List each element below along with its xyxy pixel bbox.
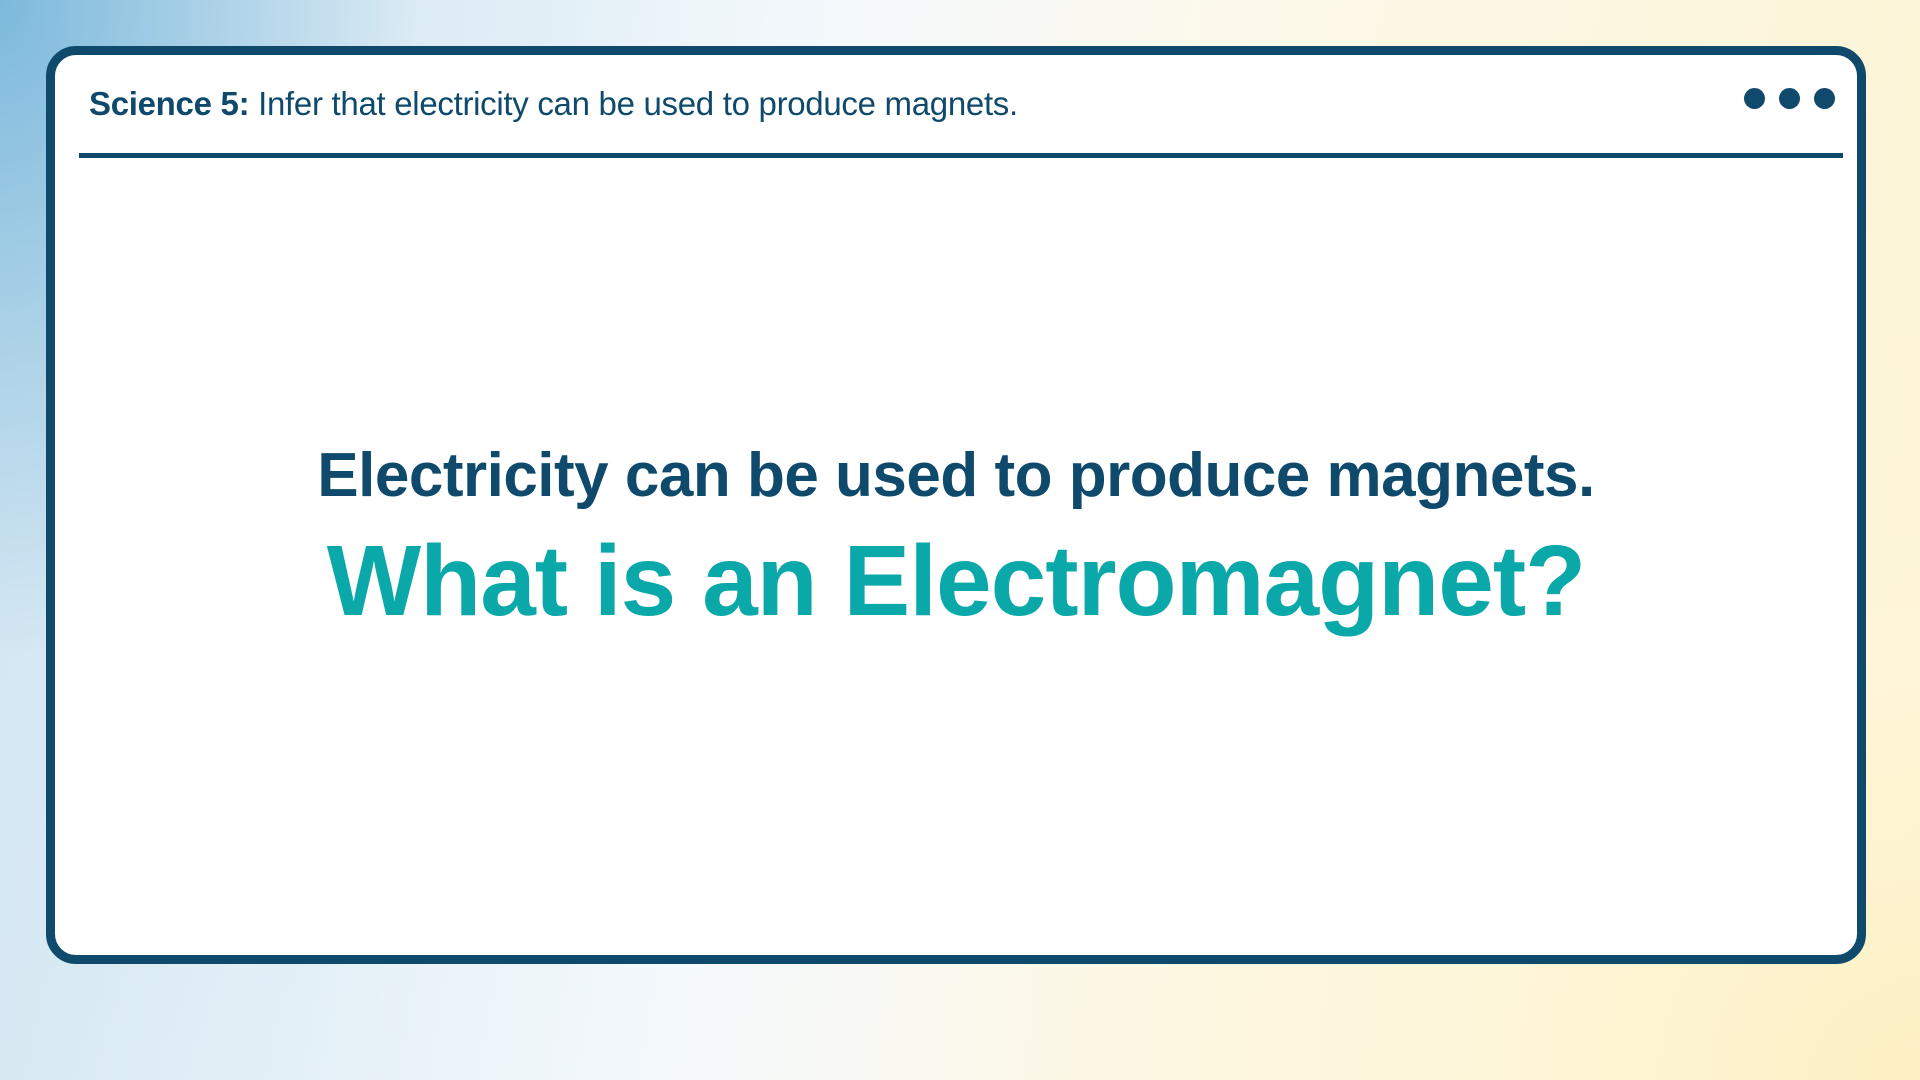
slide-window: Science 5: Infer that electricity can be… — [46, 46, 1866, 964]
slide-statement: Electricity can be used to produce magne… — [317, 441, 1595, 510]
slide-content: Electricity can be used to produce magne… — [55, 441, 1857, 637]
dot-icon — [1779, 88, 1800, 109]
header-label: Science 5: — [89, 85, 250, 122]
dot-icon — [1744, 88, 1765, 109]
slide-question: What is an Electromagnet? — [326, 525, 1587, 637]
dot-icon — [1814, 88, 1835, 109]
header-objective: Science 5: Infer that electricity can be… — [89, 85, 1018, 123]
slide-header: Science 5: Infer that electricity can be… — [79, 55, 1843, 158]
header-text: Infer that electricity can be used to pr… — [258, 85, 1018, 122]
more-dots-icon[interactable] — [1744, 88, 1835, 109]
